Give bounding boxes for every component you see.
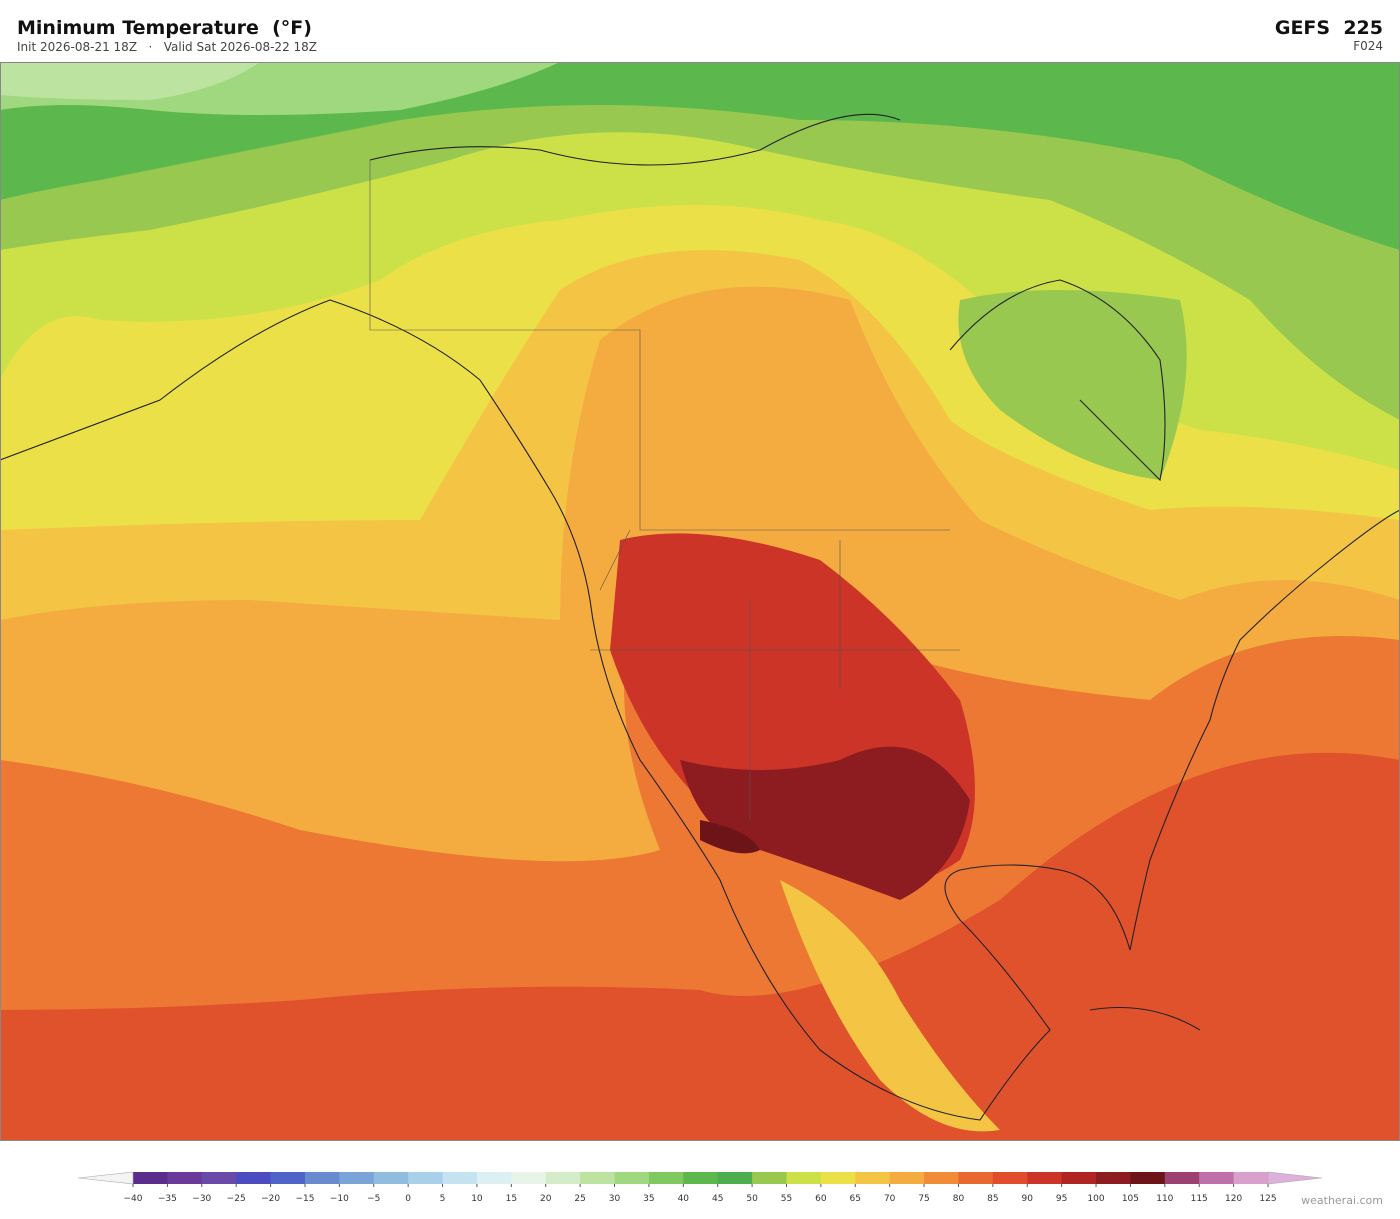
colorbar-tick-label: −40 (124, 1194, 143, 1204)
colorbar-bin (614, 1172, 650, 1184)
colorbar-bin (545, 1172, 581, 1184)
colorbar-bin (786, 1172, 822, 1184)
colorbar-bin (889, 1172, 925, 1184)
colorbar-bin (236, 1172, 272, 1184)
colorbar-bin (820, 1172, 856, 1184)
colorbar-tick-label: 20 (540, 1194, 552, 1204)
colorbar-bin (167, 1172, 203, 1184)
colorbar-bin (580, 1172, 616, 1184)
colorbar-tick-label: 35 (643, 1194, 654, 1204)
colorbar-bin (1061, 1172, 1097, 1184)
colorbar-tick-label: −25 (227, 1194, 246, 1204)
colorbar-tick-label: −30 (192, 1194, 211, 1204)
colorbar-tick-label: 10 (471, 1194, 483, 1204)
colorbar-tick-label: −10 (330, 1194, 349, 1204)
colorbar-bin (924, 1172, 959, 1184)
colorbar-bin (683, 1172, 719, 1184)
colorbar-tick-label: 65 (850, 1194, 861, 1204)
colorbar-tick-label: 120 (1225, 1194, 1242, 1204)
colorbar-bin (1096, 1172, 1131, 1184)
colorbar-bin (1233, 1172, 1269, 1184)
colorbar-bin (1164, 1172, 1200, 1184)
colorbar-bin (717, 1172, 753, 1184)
colorbar-tick-label: 55 (781, 1194, 792, 1204)
colorbar-bin (511, 1172, 547, 1184)
colorbar-tick-label: 0 (405, 1194, 411, 1204)
colorbar-tick-label: 40 (678, 1194, 690, 1204)
colorbar-tick-label: 15 (506, 1194, 517, 1204)
colorbar-bin (476, 1172, 512, 1184)
colorbar-tick-label: 115 (1191, 1194, 1208, 1204)
colorbar-bin (1199, 1172, 1235, 1184)
colorbar-tick-label: −5 (367, 1194, 380, 1204)
colorbar-tick-label: −15 (295, 1194, 314, 1204)
subtitle: Init 2026-08-21 18Z · Valid Sat 2026-08-… (17, 40, 317, 54)
colorbar-tick-label: −20 (261, 1194, 280, 1204)
colorbar-bin (339, 1172, 375, 1184)
colorbar-tick-label: 95 (1056, 1194, 1067, 1204)
colorbar-tick-label: 30 (609, 1194, 621, 1204)
colorbar-bin (958, 1172, 994, 1184)
colorbar-tick-label: 80 (953, 1194, 965, 1204)
colorbar-bin (304, 1172, 340, 1184)
forecast-hour: F024 (1353, 39, 1383, 53)
colorbar-tick-label: 50 (746, 1194, 758, 1204)
colorbar-bin (442, 1172, 478, 1184)
colorbar-over (1267, 1171, 1323, 1185)
colorbar-bin (1130, 1172, 1166, 1184)
colorbar-bin (752, 1172, 787, 1184)
credit: weatherai.com (1301, 1194, 1383, 1207)
colorbar-tick-label: 60 (815, 1194, 827, 1204)
colorbar-tick-label: 125 (1259, 1194, 1276, 1204)
colorbar-bin (373, 1172, 409, 1184)
colorbar-tick-label: 45 (712, 1194, 723, 1204)
colorbar-tick-label: −35 (158, 1194, 177, 1204)
colorbar-bin (992, 1172, 1028, 1184)
colorbar-bin (408, 1172, 444, 1184)
colorbar: −40 −35 −30 −25 −20 −15 −10 −5 0 5 10 15 20 25 30 35 40 4… (77, 1171, 1323, 1204)
colorbar-tick-label: 110 (1156, 1194, 1173, 1204)
colorbar-bin (648, 1172, 684, 1184)
map (0, 62, 1400, 1141)
title: Minimum Temperature (°F) (17, 17, 312, 39)
colorbar-tick-label: 90 (1022, 1194, 1034, 1204)
model-label: GEFS 225 (1275, 17, 1383, 39)
colorbar-tick-label: 25 (574, 1194, 585, 1204)
colorbar-bin (133, 1172, 168, 1184)
colorbar-under (77, 1171, 134, 1185)
colorbar-bin (1027, 1172, 1063, 1184)
colorbar-bin (201, 1172, 237, 1184)
colorbar-tick-label: 105 (1122, 1194, 1139, 1204)
colorbar-tick-label: 5 (440, 1194, 446, 1204)
colorbar-tick-label: 100 (1087, 1194, 1104, 1204)
colorbar-bin (270, 1172, 306, 1184)
colorbar-bin (855, 1172, 891, 1184)
colorbar-tick-label: 85 (987, 1194, 998, 1204)
colorbar-tick-label: 75 (918, 1194, 929, 1204)
colorbar-tick-label: 70 (884, 1194, 896, 1204)
